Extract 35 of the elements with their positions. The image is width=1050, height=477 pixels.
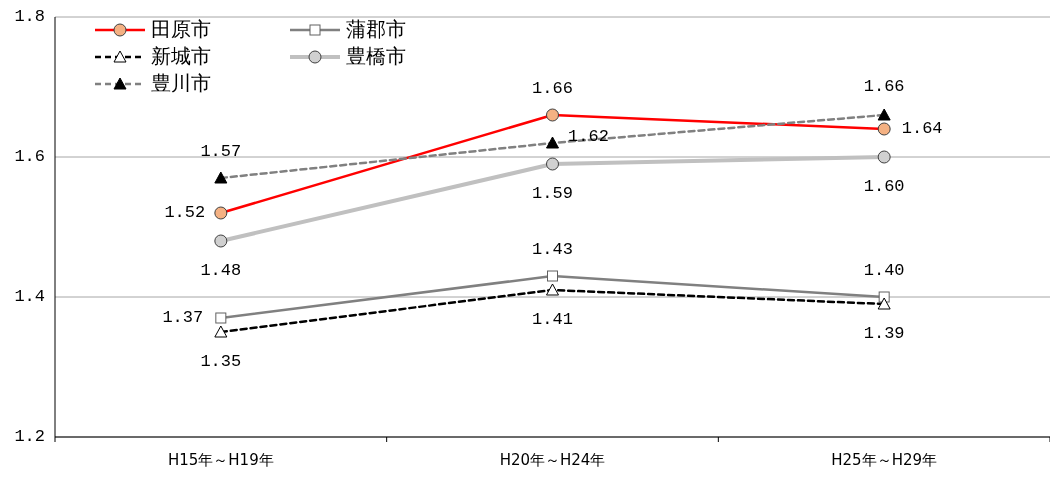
- legend-label: 蒲郡市: [346, 16, 406, 41]
- y-tick-label: 1.4: [14, 287, 45, 307]
- data-label: 1.52: [164, 203, 206, 223]
- point: [215, 312, 227, 324]
- data-label: 1.60: [863, 177, 905, 197]
- data-label: 1.66: [863, 77, 905, 97]
- y-tick-label: 1.6: [14, 147, 45, 167]
- point: [546, 157, 559, 171]
- data-label: 1.40: [863, 261, 905, 281]
- x-tick-label: H20年～H24年: [499, 451, 606, 469]
- data-label: 1.48: [200, 261, 242, 281]
- data-label: 1.66: [532, 79, 573, 99]
- data-label: 1.37: [162, 308, 204, 328]
- data-label: 1.43: [532, 240, 573, 260]
- point: [214, 234, 228, 248]
- data-label: 1.41: [532, 310, 573, 330]
- x-tick-label: H25年～H29年: [831, 451, 938, 469]
- data-label: 1.39: [863, 324, 905, 344]
- y-tick-label: 1.2: [14, 427, 45, 447]
- data-label: 1.59: [532, 184, 573, 204]
- point: [877, 150, 891, 164]
- legend-label: 豊橋市: [346, 43, 406, 68]
- legend-label: 新城市: [151, 43, 211, 68]
- point: [547, 270, 558, 282]
- y-tick-label: 1.8: [14, 7, 45, 27]
- data-label: 1.35: [200, 352, 242, 372]
- point: [546, 283, 559, 296]
- data-label: 1.62: [568, 127, 609, 147]
- legend-label: 田原市: [151, 16, 211, 41]
- point: [214, 325, 228, 338]
- point: [877, 297, 891, 310]
- x-tick-label: H15年～H19年: [167, 451, 274, 469]
- legend-label: 豊川市: [151, 70, 211, 95]
- data-label: 1.64: [901, 119, 943, 139]
- data-label: 1.57: [200, 142, 242, 162]
